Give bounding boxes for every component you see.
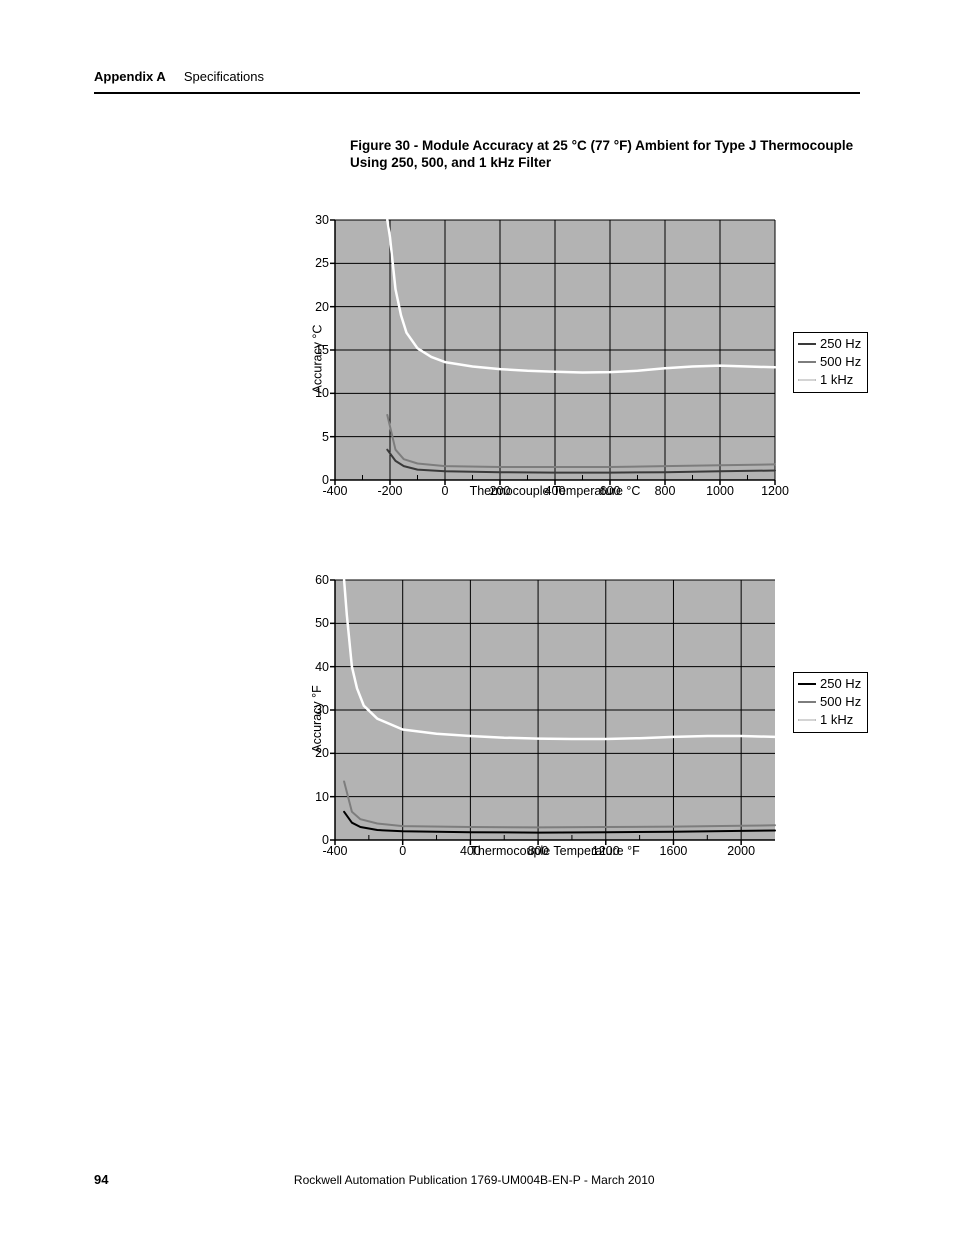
legend-item: 250 Hz bbox=[798, 335, 861, 353]
x-tick: 1000 bbox=[706, 480, 734, 498]
y-tick: 10 bbox=[315, 386, 335, 400]
legend-item: 500 Hz bbox=[798, 693, 861, 711]
legend-c: 250 Hz500 Hz1 kHz bbox=[793, 332, 868, 393]
x-tick: -400 bbox=[322, 480, 347, 498]
page-footer: 94 Rockwell Automation Publication 1769-… bbox=[94, 1172, 860, 1187]
legend-item: 1 kHz bbox=[798, 711, 861, 729]
x-tick: 800 bbox=[655, 480, 676, 498]
y-axis-label: Accuracy °C bbox=[310, 325, 324, 394]
y-tick: 30 bbox=[315, 213, 335, 227]
legend-label: 1 kHz bbox=[820, 711, 853, 729]
x-tick: 1600 bbox=[660, 840, 688, 858]
x-tick: 1200 bbox=[761, 480, 789, 498]
page-number: 94 bbox=[94, 1172, 108, 1187]
legend-f: 250 Hz500 Hz1 kHz bbox=[793, 672, 868, 733]
page-header: Appendix A Specifications bbox=[94, 68, 860, 94]
x-tick: 600 bbox=[600, 480, 621, 498]
legend-swatch bbox=[798, 343, 816, 345]
plot-area-f: 0102030405060-4000400800120016002000 bbox=[335, 580, 775, 840]
legend-swatch bbox=[798, 701, 816, 703]
chart-celsius: Accuracy °C 051015202530-400-20002004006… bbox=[285, 220, 775, 498]
x-tick: 0 bbox=[442, 480, 449, 498]
y-axis-label: Accuracy °F bbox=[310, 685, 324, 753]
legend-label: 250 Hz bbox=[820, 675, 861, 693]
x-tick: 400 bbox=[460, 840, 481, 858]
y-tick: 10 bbox=[315, 790, 335, 804]
chart-fahrenheit: Accuracy °F 0102030405060-40004008001200… bbox=[285, 580, 775, 858]
x-tick: -400 bbox=[322, 840, 347, 858]
legend-label: 500 Hz bbox=[820, 353, 861, 371]
y-tick: 30 bbox=[315, 703, 335, 717]
legend-label: 500 Hz bbox=[820, 693, 861, 711]
x-tick: -200 bbox=[377, 480, 402, 498]
section-label: Specifications bbox=[184, 69, 264, 84]
plot-area-c: 051015202530-400-20002004006008001000120… bbox=[335, 220, 775, 480]
x-tick: 800 bbox=[528, 840, 549, 858]
x-tick: 400 bbox=[545, 480, 566, 498]
y-tick: 60 bbox=[315, 573, 335, 587]
legend-item: 250 Hz bbox=[798, 675, 861, 693]
legend-swatch bbox=[798, 379, 816, 381]
header-rule bbox=[94, 92, 860, 94]
y-tick: 50 bbox=[315, 616, 335, 630]
legend-swatch bbox=[798, 683, 816, 685]
figure-title: Figure 30 - Module Accuracy at 25 °C (77… bbox=[350, 138, 860, 172]
y-tick: 5 bbox=[322, 430, 335, 444]
legend-item: 1 kHz bbox=[798, 371, 861, 389]
x-tick: 1200 bbox=[592, 840, 620, 858]
legend-swatch bbox=[798, 361, 816, 363]
legend-label: 1 kHz bbox=[820, 371, 853, 389]
y-tick: 25 bbox=[315, 256, 335, 270]
appendix-label: Appendix A bbox=[94, 69, 166, 84]
publication-info: Rockwell Automation Publication 1769-UM0… bbox=[294, 1173, 655, 1187]
legend-item: 500 Hz bbox=[798, 353, 861, 371]
y-tick: 20 bbox=[315, 746, 335, 760]
legend-swatch bbox=[798, 719, 816, 721]
x-tick: 0 bbox=[399, 840, 406, 858]
y-tick: 15 bbox=[315, 343, 335, 357]
legend-label: 250 Hz bbox=[820, 335, 861, 353]
x-tick: 200 bbox=[490, 480, 511, 498]
x-tick: 2000 bbox=[727, 840, 755, 858]
y-tick: 40 bbox=[315, 660, 335, 674]
y-tick: 20 bbox=[315, 300, 335, 314]
